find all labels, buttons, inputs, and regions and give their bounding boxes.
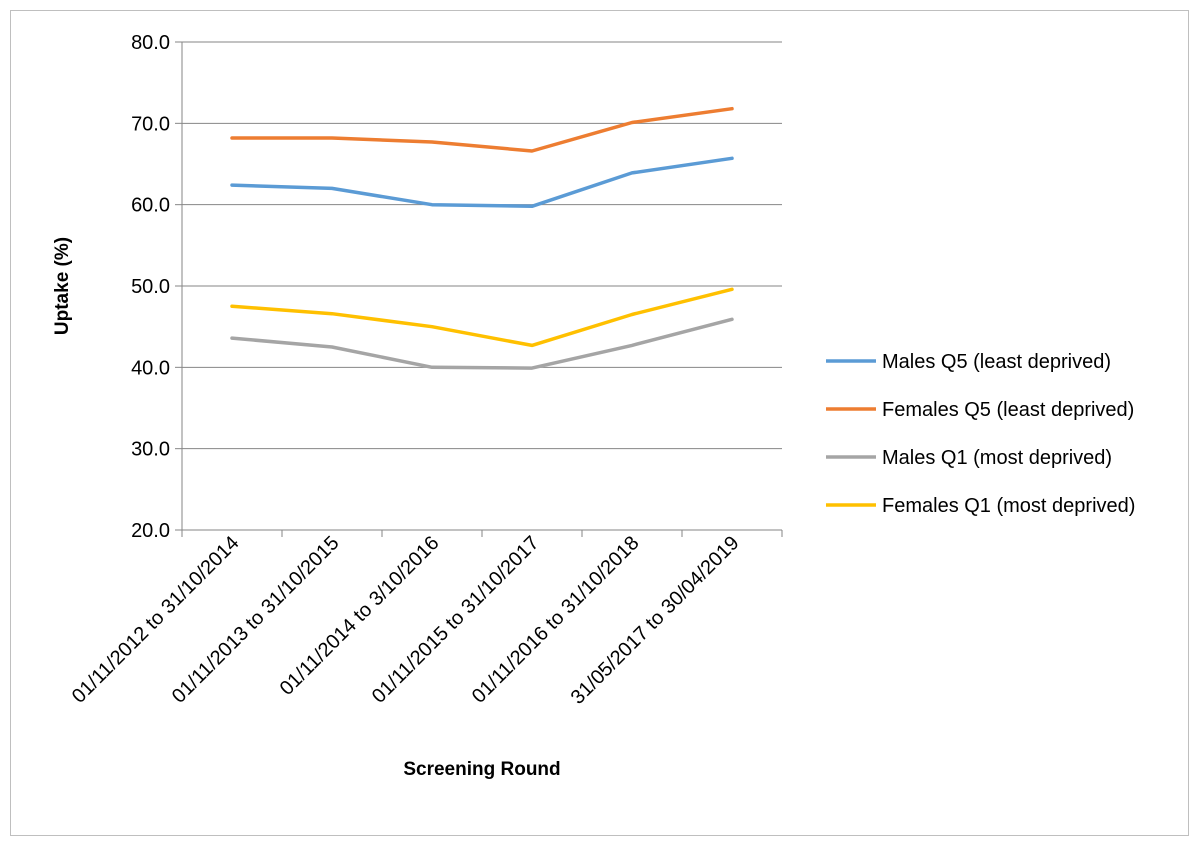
series-line-3 — [230, 317, 734, 370]
series-line-4 — [230, 287, 734, 348]
x-tick-label: 01/11/2012 to 31/10/2014 — [68, 532, 244, 708]
y-tick-label: 50.0 — [131, 276, 170, 298]
axes: 20.0 30.0 40.0 50.0 60.0 70.0 80.0 01/11/2012 t… — [68, 32, 783, 709]
y-tick-label: 30.0 — [131, 439, 170, 461]
legend-label: Females Q1 (most deprived) — [882, 495, 1135, 517]
x-tick-label: 01/11/2014 to 3/10/2016 — [276, 532, 444, 700]
y-tick-label: 80.0 — [131, 32, 170, 54]
y-tick-label: 40.0 — [131, 357, 170, 379]
x-tick-label: 31/05/2017 to 30/04/2019 — [567, 532, 744, 709]
legend-label: Males Q5 (least deprived) — [882, 351, 1111, 373]
legend-label: Females Q5 (least deprived) — [882, 399, 1134, 421]
y-axis-title: Uptake (%) — [52, 237, 73, 335]
chart-frame — [10, 10, 1189, 836]
x-tick-label: 01/11/2016 to 31/10/2018 — [468, 532, 644, 708]
y-tick-label: 70.0 — [131, 113, 170, 135]
x-axis-title: Screening Round — [403, 759, 560, 780]
series-line-1 — [230, 156, 734, 209]
x-tick-label: 01/11/2015 to 31/10/2017 — [368, 532, 544, 708]
y-tick-label: 20.0 — [131, 520, 170, 542]
x-tick-label: 01/11/2013 to 31/10/2015 — [168, 532, 344, 708]
series-line-2 — [230, 106, 734, 153]
legend: Males Q5 (least deprived) Females Q5 (lea… — [826, 351, 1135, 517]
gridlines — [182, 41, 782, 450]
y-tick-label: 60.0 — [131, 195, 170, 217]
series-lines — [230, 106, 734, 370]
legend-label: Males Q1 (most deprived) — [882, 447, 1112, 469]
